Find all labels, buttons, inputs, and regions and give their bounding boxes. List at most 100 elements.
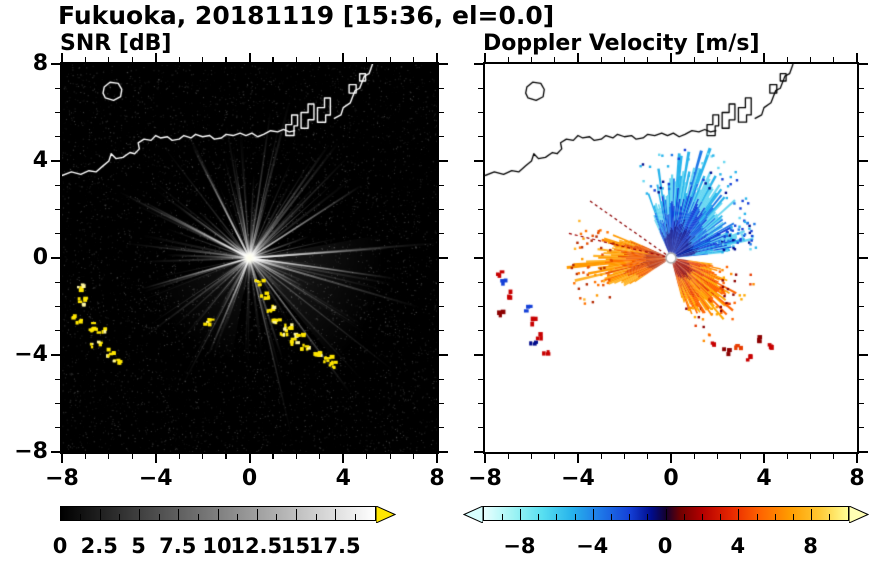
doppler-colorbar-left-arrow-icon xyxy=(463,506,483,523)
colorbar-tick xyxy=(256,509,258,520)
x-tick-label: 4 xyxy=(756,466,772,491)
axis-tick xyxy=(577,53,579,62)
colorbar-tick xyxy=(158,514,160,520)
axis-tick xyxy=(389,454,391,459)
axis-tick xyxy=(833,57,835,62)
colorbar-tick xyxy=(829,514,831,520)
colorbar-tick xyxy=(178,509,180,520)
y-tick-label: −4 xyxy=(14,342,48,367)
colorbar-tick xyxy=(592,509,594,520)
axis-tick xyxy=(740,454,742,459)
axis-tick xyxy=(366,57,368,62)
axis-tick xyxy=(439,233,444,235)
axis-tick xyxy=(856,454,858,463)
colorbar-tick xyxy=(197,514,199,520)
axis-tick xyxy=(670,53,672,62)
colorbar-tick xyxy=(574,514,576,520)
colorbar-tick xyxy=(119,514,121,520)
x-tick-label: −4 xyxy=(561,466,595,491)
x-tick-label: −8 xyxy=(468,466,502,491)
axis-tick xyxy=(342,454,345,463)
colorbar-tick xyxy=(792,514,794,520)
axis-tick xyxy=(319,57,321,62)
axis-tick xyxy=(436,454,438,463)
axis-tick xyxy=(439,184,444,186)
doppler-colorbar xyxy=(483,506,849,521)
axis-tick xyxy=(51,257,60,259)
axis-tick xyxy=(412,57,415,62)
axis-tick xyxy=(600,454,602,459)
axis-tick xyxy=(272,57,274,62)
axis-tick xyxy=(859,233,864,235)
axis-tick xyxy=(859,87,864,89)
colorbar-tick xyxy=(556,514,558,520)
axis-tick xyxy=(412,454,415,459)
snr-colorbar xyxy=(60,506,376,521)
axis-tick xyxy=(439,281,444,283)
axis-tick xyxy=(178,454,180,459)
axis-tick xyxy=(859,451,868,453)
axis-tick xyxy=(55,378,60,380)
axis-tick xyxy=(693,454,695,459)
axis-tick xyxy=(833,454,835,459)
axis-tick xyxy=(55,136,60,138)
colorbar-tick xyxy=(296,509,297,520)
axis-tick xyxy=(439,160,448,162)
axis-tick xyxy=(55,402,60,405)
axis-tick xyxy=(809,57,812,62)
x-tick-label: 0 xyxy=(663,466,679,491)
axis-tick xyxy=(51,451,60,453)
axis-tick xyxy=(51,354,60,356)
axis-tick xyxy=(55,111,60,114)
axis-tick xyxy=(474,354,483,356)
axis-tick xyxy=(859,63,868,65)
axis-tick xyxy=(474,63,483,65)
axis-tick xyxy=(439,305,444,308)
axis-tick xyxy=(55,87,60,89)
axis-tick xyxy=(389,57,391,62)
axis-tick xyxy=(859,184,864,186)
axis-tick xyxy=(225,57,227,62)
axis-tick xyxy=(530,57,533,62)
axis-tick xyxy=(55,427,60,429)
axis-tick xyxy=(859,257,868,259)
axis-tick xyxy=(763,53,765,62)
y-tick-label: −8 xyxy=(14,439,48,464)
axis-tick xyxy=(786,57,788,62)
axis-tick xyxy=(202,454,204,459)
axis-tick xyxy=(366,454,368,459)
axis-tick xyxy=(55,281,60,283)
axis-tick xyxy=(859,402,864,405)
colorbar-tick xyxy=(139,509,140,520)
axis-tick xyxy=(478,111,483,114)
axis-tick xyxy=(478,233,483,235)
axis-tick xyxy=(154,454,157,463)
axis-tick xyxy=(623,57,626,62)
axis-tick xyxy=(859,136,864,138)
axis-tick xyxy=(856,53,858,62)
x-tick-label: 0 xyxy=(241,466,258,491)
axis-tick xyxy=(248,454,251,463)
axis-tick xyxy=(716,454,719,459)
axis-tick xyxy=(859,427,864,429)
axis-tick xyxy=(474,160,483,162)
colorbar-tick xyxy=(80,514,82,520)
axis-tick xyxy=(84,57,87,62)
axis-tick xyxy=(623,454,626,459)
axis-tick xyxy=(484,454,486,463)
axis-tick xyxy=(474,257,483,259)
axis-tick xyxy=(786,454,788,459)
axis-tick xyxy=(478,87,483,89)
axis-tick xyxy=(108,454,110,459)
colorbar-tick-label: 8 xyxy=(803,534,818,558)
axis-tick xyxy=(55,208,60,211)
axis-tick xyxy=(478,378,483,380)
colorbar-tick-label: 12.5 xyxy=(230,534,283,558)
doppler-plot: −8 −4 0 4 8 xyxy=(468,53,868,491)
axis-tick xyxy=(647,57,649,62)
axis-tick xyxy=(439,330,444,332)
axis-tick xyxy=(859,330,864,332)
axis-tick xyxy=(716,57,719,62)
doppler-panel-title: Doppler Velocity [m/s] xyxy=(483,31,760,56)
x-tick-label: 4 xyxy=(335,466,351,491)
